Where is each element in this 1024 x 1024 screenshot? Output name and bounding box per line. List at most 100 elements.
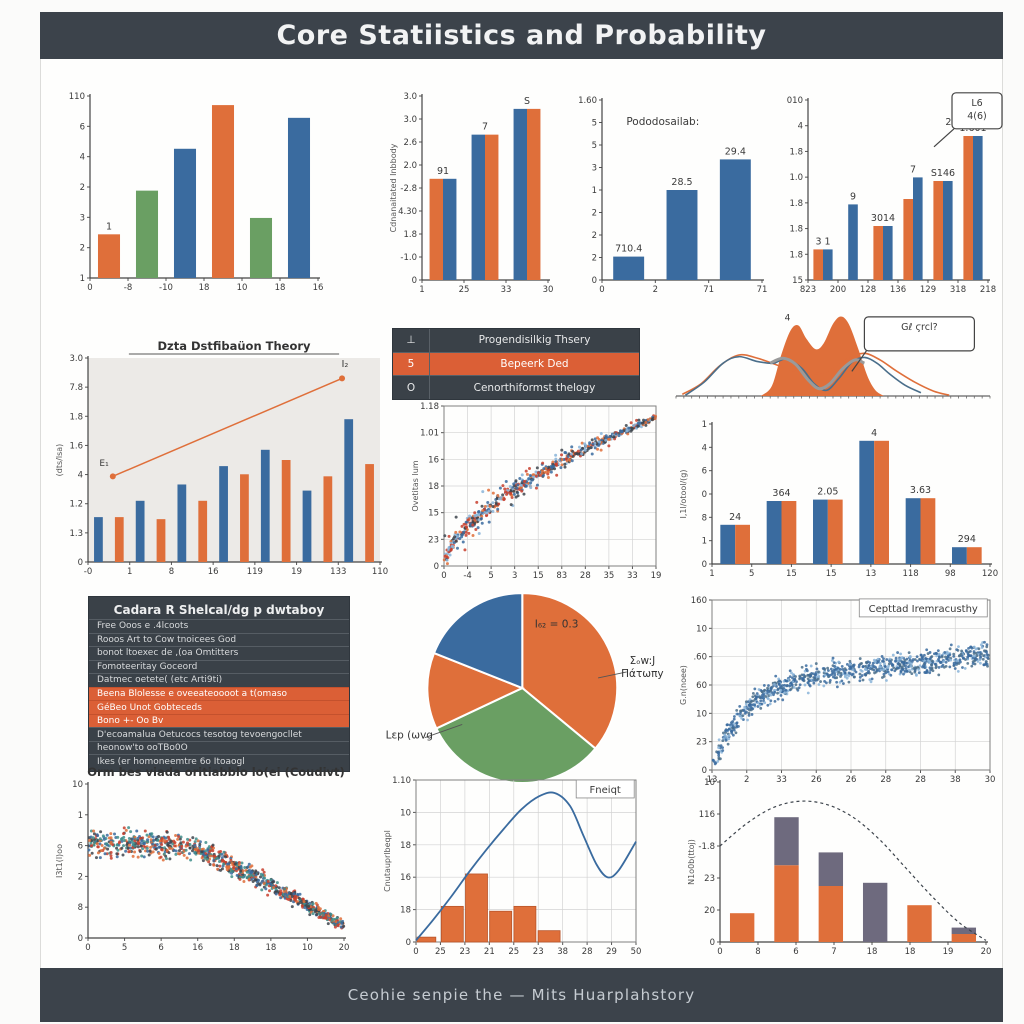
svg-text:18: 18	[905, 947, 916, 957]
svg-text:10: 10	[696, 709, 707, 719]
svg-text:15: 15	[786, 569, 797, 579]
svg-text:28.5: 28.5	[671, 177, 692, 188]
svg-text:28: 28	[915, 775, 926, 785]
svg-text:18: 18	[867, 947, 878, 957]
svg-text:21: 21	[484, 947, 495, 957]
density-curves-plot: 4 Gℓ ϛrcl?	[670, 308, 1000, 408]
svg-text:19: 19	[943, 947, 954, 957]
svg-text:110: 110	[372, 567, 388, 577]
stacked-bar-chart-curve: 10 116 -1.8 23 20 0 0 8 6 7 18 18 19 20 N1o0b(ttoj)	[684, 770, 1000, 962]
svg-text:5: 5	[488, 571, 493, 581]
svg-text:23: 23	[428, 535, 439, 545]
svg-text:3.0: 3.0	[69, 354, 83, 364]
svg-text:2.05: 2.05	[817, 487, 838, 498]
svg-text:23: 23	[696, 738, 707, 748]
svg-text:1.8: 1.8	[789, 250, 803, 260]
svg-text:Σₒw:J: Σₒw:J	[630, 655, 656, 667]
svg-text:0: 0	[702, 490, 707, 500]
svg-text:0: 0	[434, 562, 439, 572]
svg-text:218: 218	[980, 285, 996, 295]
svg-text:-1.8: -1.8	[698, 842, 715, 852]
svg-text:4(6): 4(6)	[967, 111, 987, 122]
svg-text:1: 1	[709, 569, 714, 579]
legend-table: ⊥ Progendisilkig Thsery 5 Bepeerk Ded O …	[392, 328, 640, 400]
svg-text:33: 33	[776, 775, 787, 785]
svg-text:1.8: 1.8	[789, 147, 803, 157]
svg-text:364: 364	[772, 488, 790, 499]
svg-text:7: 7	[831, 947, 836, 957]
data-distribution-chart: Dzta Dstfibaüon Theory 3.0 7.8 1.8 1.6 4 1.2 1.…	[52, 326, 390, 582]
topics-list-item-text: Beena Blolesse e oveeateoooot a t(omaso	[97, 689, 288, 699]
svg-text:L6: L6	[971, 98, 982, 109]
svg-text:19: 19	[291, 567, 302, 577]
svg-text:0: 0	[78, 934, 83, 944]
svg-text:29: 29	[606, 947, 617, 957]
svg-text:E₁: E₁	[99, 459, 109, 469]
svg-text:1: 1	[106, 221, 112, 232]
svg-text:N1o0b(ttoj): N1o0b(ttoj)	[687, 839, 696, 885]
svg-text:116: 116	[699, 810, 715, 820]
poster-footer-text: Ceohie senpie the — Mits Huarplahstory	[347, 986, 696, 1004]
svg-text:13: 13	[707, 775, 718, 785]
svg-text:1.01: 1.01	[420, 429, 439, 439]
svg-text:8: 8	[78, 903, 83, 913]
svg-text:-10: -10	[159, 283, 173, 293]
svg-text:6: 6	[702, 467, 707, 477]
svg-text:S: S	[524, 96, 530, 107]
svg-text:2: 2	[744, 775, 749, 785]
svg-text:0: 0	[702, 766, 707, 776]
grouped-bar-chart-peak: 1 4 6 0 8 1 0 1 5 15 15 13 118 98 120 I,1l/otool/(g) 24 3…	[676, 410, 1000, 582]
legend-key: ⊥	[393, 329, 430, 352]
svg-text:1.8: 1.8	[69, 412, 83, 422]
svg-text:0: 0	[78, 558, 83, 568]
svg-text:I,1l/otool/(g): I,1l/otool/(g)	[679, 470, 688, 519]
topics-list-item: GéBeo Unot Gobteceds	[89, 700, 349, 714]
svg-text:Πάτωπy: Πάτωπy	[621, 668, 663, 680]
svg-text:16: 16	[208, 567, 219, 577]
svg-text:2.6: 2.6	[403, 138, 417, 148]
svg-text:0: 0	[413, 947, 418, 957]
svg-text:1.3: 1.3	[69, 529, 83, 539]
svg-text:-8: -8	[124, 283, 132, 293]
svg-text:5: 5	[592, 141, 597, 151]
svg-text:20: 20	[981, 947, 992, 957]
svg-text:160: 160	[691, 596, 707, 606]
svg-text:26: 26	[811, 775, 822, 785]
svg-text:18: 18	[400, 906, 411, 916]
svg-text:3.0: 3.0	[403, 92, 417, 102]
svg-text:4: 4	[798, 122, 803, 132]
svg-text:294: 294	[958, 534, 976, 545]
legend-key: O	[393, 376, 430, 400]
svg-text:Fneiqt: Fneiqt	[590, 785, 621, 796]
svg-text:28: 28	[582, 947, 593, 957]
svg-text:23: 23	[704, 874, 715, 884]
svg-text:24: 24	[729, 512, 741, 523]
svg-text:50: 50	[631, 947, 642, 957]
scatter-plot-correlation: 1.18 1.01 16 18 15 23 0 0 -4 5 3 15 83 28 35 33 19 Ovetit…	[406, 398, 664, 584]
svg-text:10: 10	[704, 778, 715, 788]
svg-text:33: 33	[627, 571, 638, 581]
legend-key: 5	[393, 352, 430, 376]
svg-text:1: 1	[127, 567, 132, 577]
svg-text:4: 4	[78, 471, 83, 481]
legend-label: Cenorthiformst thelogy	[473, 381, 596, 394]
legend-row: O Cenorthiformst thelogy	[393, 376, 639, 400]
svg-text:10: 10	[72, 780, 83, 790]
svg-text:0: 0	[710, 938, 715, 948]
svg-text:7: 7	[482, 122, 488, 133]
svg-text:6: 6	[78, 842, 83, 852]
svg-text:1.60: 1.60	[578, 96, 597, 106]
svg-text:6: 6	[793, 947, 798, 957]
svg-text:2.0: 2.0	[403, 161, 417, 171]
svg-text:38: 38	[557, 947, 568, 957]
svg-text:18: 18	[400, 841, 411, 851]
svg-text:1: 1	[702, 420, 707, 430]
svg-text:2: 2	[945, 117, 951, 128]
svg-text:2: 2	[592, 254, 597, 264]
svg-text:200: 200	[830, 285, 846, 295]
svg-text:10: 10	[696, 624, 707, 634]
svg-text:20: 20	[339, 943, 350, 953]
svg-text:15: 15	[533, 571, 544, 581]
svg-text:7.8: 7.8	[69, 383, 83, 393]
svg-text:129: 129	[920, 285, 936, 295]
